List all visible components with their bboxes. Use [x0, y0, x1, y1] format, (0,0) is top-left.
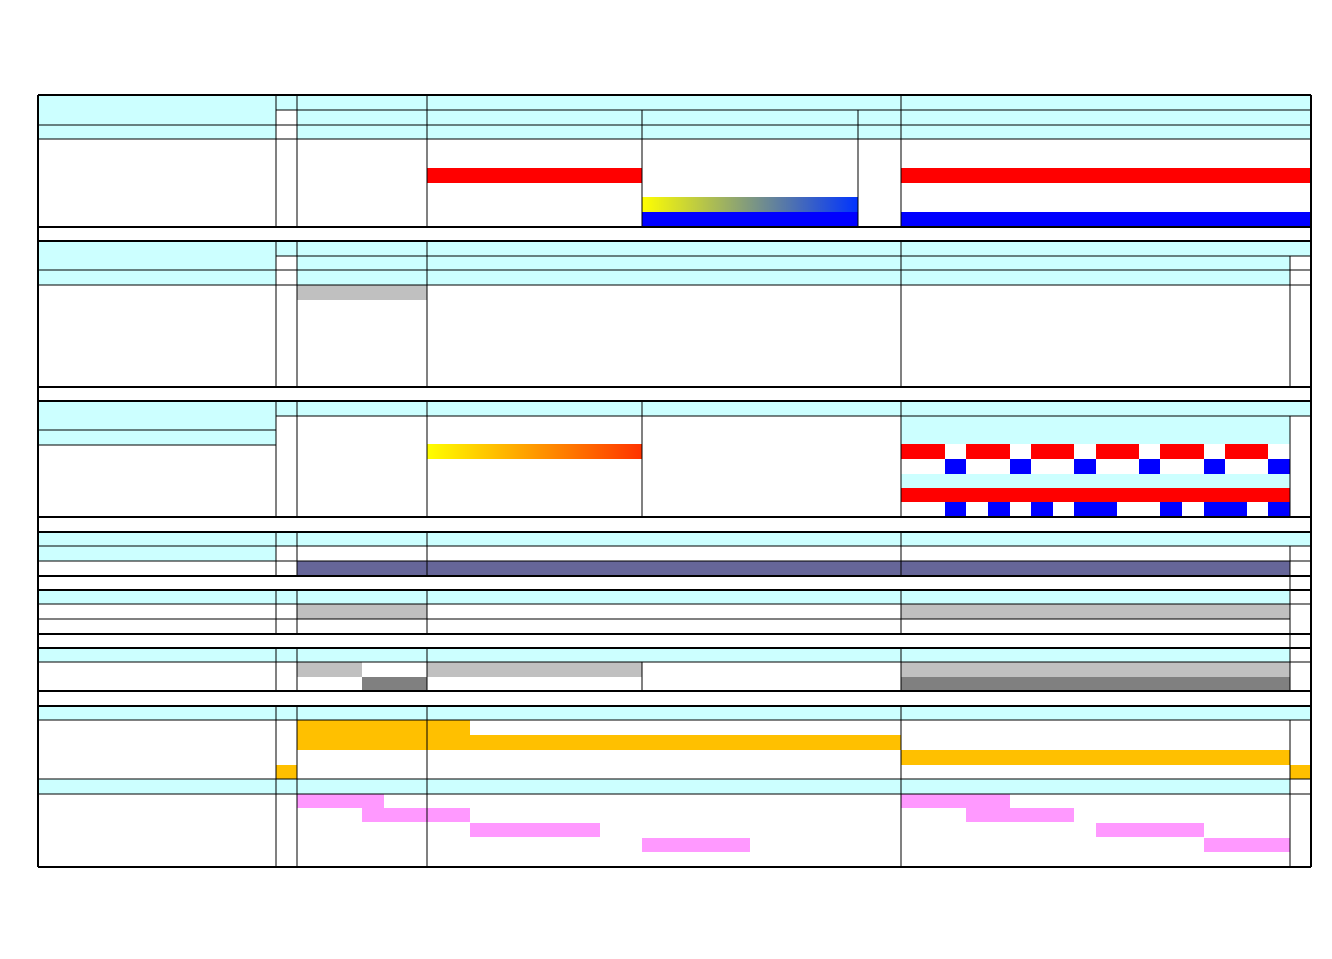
- blue-bar: [1160, 502, 1182, 517]
- gradient-bar: [427, 444, 642, 459]
- dark-gray-bar: [362, 677, 427, 691]
- blue-bar: [1074, 502, 1117, 517]
- header-cell: [38, 125, 276, 139]
- pink-bar: [1096, 823, 1204, 837]
- header-cell: [38, 270, 276, 285]
- slate-bar: [297, 561, 1290, 576]
- blue-bar: [1204, 502, 1247, 517]
- dark-gray-bar: [901, 677, 1290, 691]
- pink-bar: [470, 823, 600, 837]
- header-cell: [38, 401, 276, 430]
- pink-bar: [1204, 838, 1290, 852]
- pink-bar: [966, 808, 1074, 822]
- header-cell: [38, 532, 1311, 546]
- blue-bar: [1139, 459, 1160, 474]
- gold-bar: [276, 765, 297, 779]
- red-bar: [901, 168, 1311, 183]
- blue-bar: [945, 502, 966, 517]
- header-cell: [38, 706, 1311, 720]
- pink-bar: [901, 794, 1010, 808]
- blue-bar: [1268, 502, 1290, 517]
- header-cell: [38, 95, 276, 125]
- gold-bar: [901, 750, 1290, 765]
- gray-bar: [297, 604, 427, 619]
- blue-bar: [1031, 502, 1053, 517]
- blue-bar: [988, 502, 1010, 517]
- blue-bar: [1074, 459, 1096, 474]
- header-cell: [297, 125, 901, 139]
- header-cell: [38, 779, 1290, 794]
- blue-bar: [642, 212, 858, 227]
- blue-bar: [945, 459, 966, 474]
- pink-bar: [642, 838, 750, 852]
- pink-bar: [297, 794, 384, 808]
- gray-bar: [901, 662, 1290, 677]
- header-cell: [276, 95, 1311, 110]
- red-bar: [1096, 444, 1139, 459]
- red-bar: [966, 444, 1010, 459]
- blue-bar: [901, 212, 1311, 227]
- gray-bar: [901, 604, 1290, 619]
- red-bar: [1225, 444, 1268, 459]
- red-bar: [901, 488, 1290, 502]
- header-cell: [297, 110, 858, 125]
- blue-bar: [1010, 459, 1031, 474]
- red-bar: [427, 168, 642, 183]
- header-cell: [38, 546, 276, 561]
- header-cell: [38, 648, 1290, 662]
- gray-bar: [297, 285, 427, 300]
- gold-bar: [297, 735, 901, 750]
- blue-bar: [1204, 459, 1225, 474]
- header-cell: [297, 256, 901, 270]
- header-cell: [901, 474, 1290, 488]
- gold-bar: [297, 720, 470, 735]
- gradient-bar: [642, 197, 858, 212]
- header-cell: [38, 241, 276, 270]
- gray-bar: [427, 662, 642, 677]
- header-cell: [38, 430, 276, 445]
- header-cell: [901, 416, 1290, 444]
- red-bar: [1031, 444, 1074, 459]
- blue-bar: [1268, 459, 1290, 474]
- header-cell: [276, 241, 1311, 256]
- header-cell: [297, 270, 901, 285]
- header-cell: [276, 401, 1311, 416]
- gray-bar: [297, 662, 362, 677]
- pink-bar: [362, 808, 470, 822]
- red-bar: [1160, 444, 1204, 459]
- red-bar: [901, 444, 945, 459]
- gold-bar: [1290, 765, 1311, 779]
- header-cell: [38, 590, 1290, 604]
- header-cell: [858, 110, 901, 125]
